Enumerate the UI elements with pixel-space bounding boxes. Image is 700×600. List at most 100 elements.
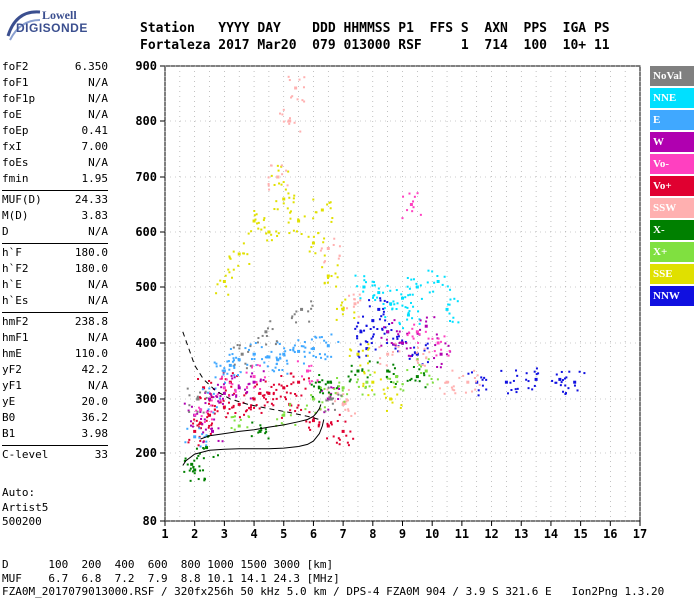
param-row: h`F 180.0 xyxy=(2,246,108,262)
scatter-dot xyxy=(286,384,289,387)
scatter-dot xyxy=(221,440,224,443)
scatter-dot xyxy=(279,357,282,360)
scatter-dot xyxy=(443,392,446,395)
scatter-dot xyxy=(186,387,189,390)
scatter-dot xyxy=(278,342,281,345)
scatter-dot xyxy=(535,367,538,370)
scatter-dot xyxy=(300,345,303,348)
scatter-dot xyxy=(213,405,216,408)
data-point-sse xyxy=(237,252,241,256)
scatter-dot xyxy=(218,397,221,400)
scatter-dot xyxy=(210,410,213,413)
scatter-dot xyxy=(510,388,513,391)
scatter-dot xyxy=(280,375,283,378)
data-point-vo xyxy=(297,380,301,384)
scatter-dot xyxy=(216,410,219,413)
scatter-dot xyxy=(289,409,292,412)
scatter-dot xyxy=(308,382,311,385)
scatter-dot xyxy=(295,321,298,324)
scatter-dot xyxy=(386,377,389,380)
scatter-dot xyxy=(204,390,207,393)
scatter-dot xyxy=(512,379,515,382)
scatter-dot xyxy=(409,301,412,304)
scatter-dot xyxy=(352,305,355,308)
scatter-dot xyxy=(326,281,329,284)
scatter-dot xyxy=(332,435,335,438)
scatter-dot xyxy=(183,470,186,473)
scatter-dot xyxy=(347,375,350,378)
scatter-dot xyxy=(230,385,233,388)
scatter-dot xyxy=(285,391,288,394)
param-value: 180.0 xyxy=(74,246,108,259)
scatter-dot xyxy=(248,348,251,351)
scatter-dot xyxy=(381,328,384,331)
data-point-vo xyxy=(193,429,197,433)
scatter-dot xyxy=(192,422,195,425)
scatter-dot xyxy=(362,290,365,293)
scatter-dot xyxy=(280,384,283,387)
data-point-nnw xyxy=(558,377,562,381)
scatter-dot xyxy=(431,270,434,273)
scatter-dot xyxy=(411,317,414,320)
scatter-dot xyxy=(477,389,480,392)
scatter-dot xyxy=(318,353,321,356)
scatter-dot xyxy=(266,365,269,368)
data-point-sse xyxy=(222,280,226,283)
scatter-dot xyxy=(198,452,201,455)
scatter-dot xyxy=(285,169,288,172)
scatter-dot xyxy=(321,266,324,269)
scatter-dot xyxy=(456,300,459,303)
scatter-dot xyxy=(208,387,211,390)
scatter-dot xyxy=(250,358,253,361)
scatter-dot xyxy=(247,350,250,353)
param-name: foEp xyxy=(2,124,29,137)
scatter-dot xyxy=(315,336,318,339)
scatter-dot xyxy=(278,182,281,185)
scatter-dot xyxy=(516,387,519,390)
scatter-dot xyxy=(365,324,368,327)
scatter-dot xyxy=(426,347,429,350)
data-point-vo xyxy=(258,391,262,395)
scatter-dot xyxy=(448,303,451,306)
scatter-dot xyxy=(564,392,567,395)
data-point-x xyxy=(356,369,360,373)
scatter-dot xyxy=(450,386,453,389)
scatter-dot xyxy=(251,421,254,424)
scatter-dot xyxy=(427,269,430,272)
scatter-dot xyxy=(462,374,465,377)
scatter-dot xyxy=(310,338,313,341)
param-row: hmE 110.0 xyxy=(2,347,108,363)
scatter-dot xyxy=(445,353,448,356)
scatter-dot xyxy=(418,333,421,336)
scatter-dot xyxy=(283,347,286,350)
scatter-dot xyxy=(330,220,333,223)
data-point-ssw xyxy=(276,175,280,179)
scatter-dot xyxy=(293,351,296,354)
scatter-dot xyxy=(318,374,321,377)
scatter-dot xyxy=(233,392,236,395)
param-row: foF2 6.350 xyxy=(2,60,108,76)
scatter-dot xyxy=(413,346,416,349)
scatter-dot xyxy=(565,376,568,379)
logo-mark-icon xyxy=(6,10,41,41)
data-point-ssw xyxy=(341,402,345,406)
param-value: 7.00 xyxy=(81,140,109,153)
scatter-dot xyxy=(284,396,287,399)
scatter-dot xyxy=(356,335,359,338)
data-point-ssw xyxy=(294,86,298,90)
x-tick-label: 1 xyxy=(161,527,168,541)
scatter-dot xyxy=(515,369,518,372)
scatter-dot xyxy=(330,386,333,389)
scatter-dot xyxy=(312,198,315,201)
scatter-dot xyxy=(276,234,279,237)
autoscaling-info: Auto: Artist5 500200 xyxy=(2,486,48,530)
x-tick-label: 14 xyxy=(544,527,558,541)
scatter-dot xyxy=(292,229,295,232)
scatter-dot xyxy=(430,377,433,380)
scatter-dot xyxy=(568,370,571,373)
scatter-dot xyxy=(424,344,427,347)
logo: Lowell DIGISONDE xyxy=(4,6,124,46)
scatter-dot xyxy=(251,364,254,367)
scatter-dot xyxy=(318,336,321,339)
y-tick-label: 800 xyxy=(135,114,157,128)
